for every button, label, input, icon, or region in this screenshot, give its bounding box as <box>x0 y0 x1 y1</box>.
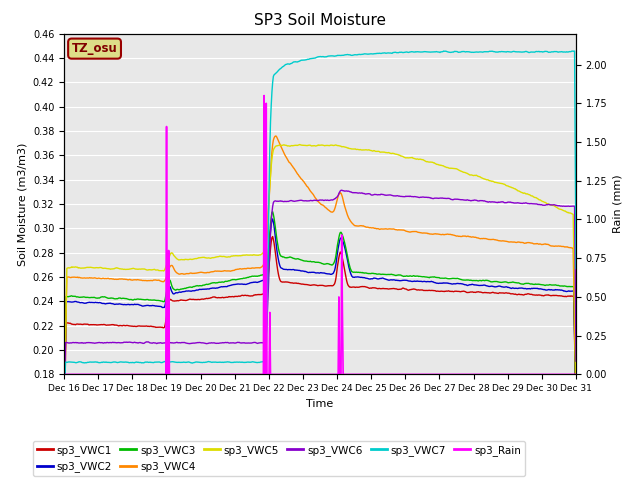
sp3_Rain <box>174 372 182 377</box>
sp3_VWC1 <box>572 421 580 427</box>
sp3_Rain <box>397 372 405 377</box>
sp3_VWC4 <box>271 133 279 139</box>
sp3_VWC5 <box>201 255 209 261</box>
sp3_VWC5 <box>383 150 390 156</box>
sp3_Rain <box>60 372 68 377</box>
sp3_VWC5 <box>174 256 182 262</box>
sp3_Rain <box>383 372 390 377</box>
sp3_VWC2 <box>69 299 77 305</box>
sp3_VWC2 <box>383 276 390 282</box>
sp3_VWC7 <box>201 360 209 365</box>
sp3_VWC7 <box>174 360 182 365</box>
sp3_VWC5 <box>572 381 580 386</box>
Text: TZ_osu: TZ_osu <box>72 42 117 55</box>
sp3_VWC4 <box>174 271 182 276</box>
sp3_Rain <box>572 372 580 377</box>
sp3_VWC5 <box>296 142 303 147</box>
Line: sp3_VWC5: sp3_VWC5 <box>64 144 576 413</box>
sp3_VWC5 <box>122 266 130 272</box>
sp3_VWC5 <box>69 264 77 270</box>
Y-axis label: Soil Moisture (m3/m3): Soil Moisture (m3/m3) <box>17 142 27 266</box>
sp3_VWC3 <box>269 209 276 215</box>
sp3_VWC1 <box>122 323 130 328</box>
sp3_VWC6 <box>122 339 130 345</box>
sp3_VWC2 <box>269 216 276 222</box>
sp3_VWC6 <box>397 193 405 199</box>
sp3_VWC6 <box>338 187 346 193</box>
sp3_VWC7 <box>60 452 68 457</box>
sp3_VWC3 <box>397 273 405 278</box>
Line: sp3_VWC2: sp3_VWC2 <box>64 219 576 427</box>
sp3_Rain <box>260 93 268 98</box>
sp3_VWC1 <box>60 436 68 442</box>
sp3_VWC4 <box>122 276 130 282</box>
sp3_VWC1 <box>69 322 77 327</box>
sp3_VWC7 <box>122 359 130 365</box>
sp3_VWC3 <box>60 421 68 427</box>
sp3_VWC1 <box>174 298 182 304</box>
sp3_VWC7 <box>382 50 390 56</box>
sp3_VWC1 <box>201 296 209 302</box>
sp3_Rain <box>69 372 77 377</box>
sp3_VWC5 <box>60 410 68 416</box>
sp3_VWC7 <box>572 265 580 271</box>
sp3_VWC1 <box>383 286 390 291</box>
sp3_VWC3 <box>572 415 580 421</box>
Y-axis label: Rain (mm): Rain (mm) <box>613 175 623 233</box>
sp3_VWC2 <box>122 302 130 308</box>
Legend: sp3_VWC1, sp3_VWC2, sp3_VWC3, sp3_VWC4, sp3_VWC5, sp3_VWC6, sp3_VWC7, sp3_Rain: sp3_VWC1, sp3_VWC2, sp3_VWC3, sp3_VWC4, … <box>33 441 525 476</box>
sp3_VWC2 <box>60 424 68 430</box>
sp3_VWC1 <box>269 234 276 240</box>
Line: sp3_VWC6: sp3_VWC6 <box>64 190 576 443</box>
sp3_Rain <box>201 372 209 377</box>
Title: SP3 Soil Moisture: SP3 Soil Moisture <box>254 13 386 28</box>
sp3_VWC4 <box>397 227 405 233</box>
sp3_VWC7 <box>69 360 77 365</box>
sp3_VWC6 <box>201 340 209 346</box>
sp3_VWC4 <box>201 270 209 276</box>
sp3_VWC4 <box>60 415 68 420</box>
sp3_VWC3 <box>69 293 77 299</box>
Line: sp3_VWC1: sp3_VWC1 <box>64 237 576 439</box>
sp3_VWC2 <box>201 286 209 292</box>
sp3_VWC4 <box>572 399 580 405</box>
sp3_VWC6 <box>60 440 68 446</box>
sp3_VWC3 <box>122 296 130 301</box>
sp3_VWC6 <box>174 340 182 346</box>
sp3_VWC3 <box>174 287 182 292</box>
Line: sp3_VWC4: sp3_VWC4 <box>64 136 576 418</box>
sp3_VWC1 <box>397 286 405 292</box>
sp3_VWC7 <box>440 48 447 54</box>
Line: sp3_VWC3: sp3_VWC3 <box>64 212 576 424</box>
sp3_VWC3 <box>383 272 390 277</box>
sp3_Rain <box>122 372 130 377</box>
sp3_VWC4 <box>383 226 390 232</box>
sp3_VWC3 <box>201 282 209 288</box>
sp3_VWC6 <box>572 358 580 364</box>
X-axis label: Time: Time <box>307 399 333 408</box>
sp3_VWC2 <box>174 290 182 296</box>
sp3_VWC7 <box>397 49 404 55</box>
sp3_VWC2 <box>572 418 580 423</box>
Line: sp3_Rain: sp3_Rain <box>64 96 576 374</box>
sp3_VWC6 <box>69 340 77 346</box>
sp3_VWC5 <box>397 153 405 159</box>
Line: sp3_VWC7: sp3_VWC7 <box>64 51 576 455</box>
sp3_VWC2 <box>397 278 405 284</box>
sp3_VWC6 <box>383 192 390 198</box>
sp3_VWC4 <box>69 275 77 280</box>
